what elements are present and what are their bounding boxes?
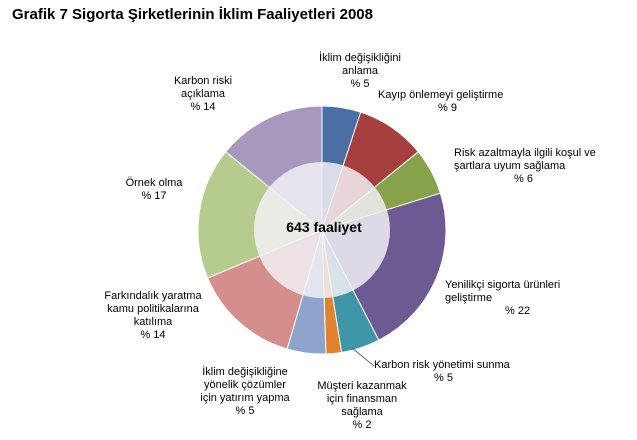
slice-percent-label: % 9 xyxy=(438,102,457,114)
slice-label-9: Örnek olma% 17 xyxy=(114,177,194,203)
slice-percent-label: % 6 xyxy=(514,173,533,185)
slice-label-line: Örnek olma xyxy=(125,177,183,189)
slice-percent-label: % 17 xyxy=(141,190,167,202)
slice-label-line: İklim değişikliğine xyxy=(202,366,288,378)
leader-line xyxy=(351,347,375,367)
chart-title: Grafik 7 Sigorta Şirketlerinin İklim Faa… xyxy=(12,6,373,23)
slice-percent-label: % 14 xyxy=(190,101,216,113)
slice-label-line: Farkındalık yaratma xyxy=(104,290,202,302)
slice-percent-label: % 5 xyxy=(235,405,255,417)
slice-label-1: İklim değişikliğini anlama% 5 xyxy=(300,52,420,91)
slice-label-line: katılıma xyxy=(133,316,173,328)
slice-label-2: Kayıp önlemeyi geliştirme% 9 xyxy=(378,89,503,115)
slice-label-line: geliştirme xyxy=(445,292,493,304)
slice-label-line: yönelik çözümler xyxy=(204,379,286,391)
slice-label-line: için finansman xyxy=(326,393,398,405)
slice-percent-label: % 5 xyxy=(434,372,453,384)
slice-label-7: İklim değişikliğine yönelik çözümler için … xyxy=(186,366,304,418)
slice-label-line: İklim değişikliğini xyxy=(319,52,401,64)
slice-label-line: Müşteri kazanmak xyxy=(317,380,407,392)
slice-label-line: için yatırım yapma xyxy=(200,392,290,404)
slice-label-line: Yenilikçi sigorta ürünleri xyxy=(445,279,561,291)
slice-label-line: Karbon riski xyxy=(173,75,233,87)
slice-label-line: Karbon risk yönetimi sunma xyxy=(374,359,510,371)
slice-label-line: kamu politikalarına xyxy=(107,303,199,315)
slice-label-8: Farkındalık yaratma kamu politikalarına ka… xyxy=(96,290,210,342)
center-total-label: 643 faaliyet xyxy=(286,219,362,235)
center-disk xyxy=(254,162,390,298)
slice-label-4: Yenilikçi sigorta ürünleri geliştirme % 22 xyxy=(445,279,560,318)
slice-percent-label: % 5 xyxy=(350,78,370,90)
slice-label-line: şartlara uyum sağlama xyxy=(454,160,566,172)
slice-percent-label: % 22 xyxy=(505,305,531,317)
slice-label-5: Karbon risk yönetimi sunma% 5 xyxy=(374,359,510,385)
slice-label-6: Müşteri kazanmak için finansman sağlama% 2 xyxy=(315,380,409,432)
slice-label-3: Risk azaltmayla ilgili koşul ve şartlara … xyxy=(454,147,596,186)
slice-label-10: Karbon riski açıklama% 14 xyxy=(163,75,243,114)
slice-label-line: Risk azaltmayla ilgili koşul ve xyxy=(454,147,596,159)
slice-label-line: açıklama xyxy=(180,88,226,100)
slice-label-line: anlama xyxy=(341,65,379,77)
slice-percent-label: % 14 xyxy=(140,329,166,341)
slice-label-line: Kayıp önlemeyi geliştirme xyxy=(378,89,504,101)
slice-label-line: sağlama xyxy=(341,406,383,418)
slice-percent-label: % 2 xyxy=(352,419,372,431)
